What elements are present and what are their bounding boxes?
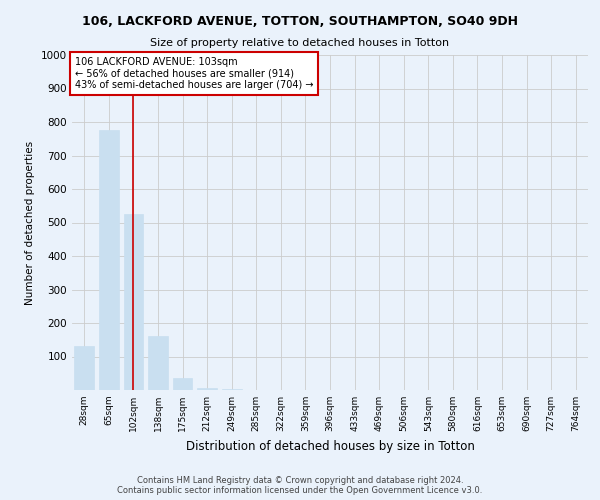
Text: 106, LACKFORD AVENUE, TOTTON, SOUTHAMPTON, SO40 9DH: 106, LACKFORD AVENUE, TOTTON, SOUTHAMPTO… bbox=[82, 15, 518, 28]
Text: Contains HM Land Registry data © Crown copyright and database right 2024.
Contai: Contains HM Land Registry data © Crown c… bbox=[118, 476, 482, 495]
Bar bbox=[124, 214, 143, 390]
Y-axis label: Number of detached properties: Number of detached properties bbox=[25, 140, 35, 304]
Bar bbox=[173, 378, 193, 390]
Text: 106 LACKFORD AVENUE: 103sqm
← 56% of detached houses are smaller (914)
43% of se: 106 LACKFORD AVENUE: 103sqm ← 56% of det… bbox=[74, 56, 313, 90]
Bar bbox=[197, 388, 217, 390]
Bar bbox=[148, 336, 168, 390]
X-axis label: Distribution of detached houses by size in Totton: Distribution of detached houses by size … bbox=[185, 440, 475, 452]
Bar bbox=[74, 346, 94, 390]
Bar bbox=[99, 130, 119, 390]
Text: Size of property relative to detached houses in Totton: Size of property relative to detached ho… bbox=[151, 38, 449, 48]
